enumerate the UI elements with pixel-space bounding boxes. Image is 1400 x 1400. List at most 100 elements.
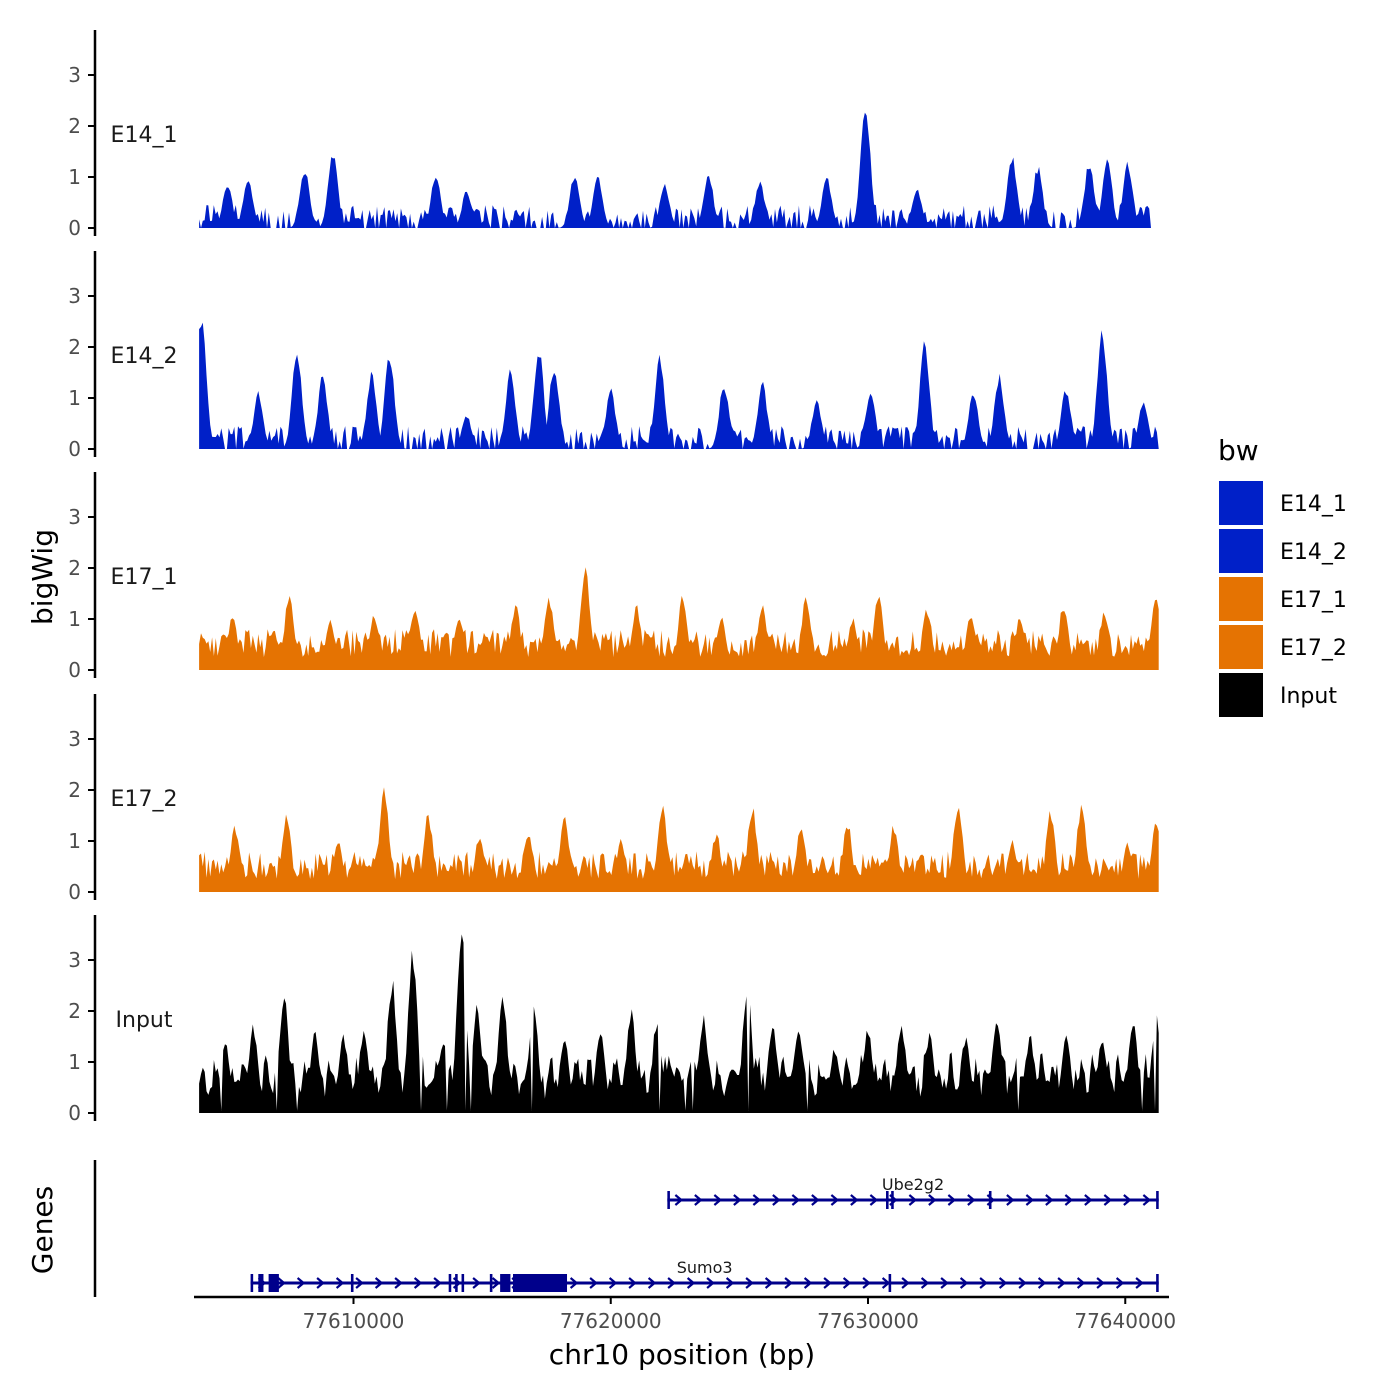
- track-e14-1: 0 1 2 3 E14_1: [68, 30, 1152, 240]
- legend-swatch-e14-2: [1219, 529, 1263, 573]
- strand-arrow: [725, 1277, 735, 1289]
- strand-arrow: [811, 1194, 820, 1206]
- legend-swatch-e14-1: [1219, 481, 1263, 525]
- strand-arrow: [1045, 1194, 1054, 1206]
- strand-arrow: [1096, 1277, 1105, 1289]
- x-axis-title: chr10 position (bp): [549, 1338, 815, 1371]
- track-e17-2: 0 1 2 3 E17_2: [68, 694, 1159, 904]
- signal-area-e17-1: [199, 567, 1159, 670]
- legend-label: E17_2: [1280, 636, 1347, 661]
- gene-exon: [268, 1274, 279, 1292]
- strand-arrow: [823, 1277, 832, 1289]
- strand-arrow: [713, 1194, 723, 1206]
- legend-label: Input: [1280, 684, 1337, 709]
- strand-arrow: [674, 1194, 684, 1206]
- gene-exon: [667, 1191, 670, 1209]
- signal-area-input: [199, 934, 1159, 1113]
- strand-arrow: [589, 1277, 598, 1289]
- y-tick-label: 0: [68, 658, 81, 682]
- strand-arrow: [355, 1277, 364, 1289]
- gene-exon: [988, 1191, 992, 1209]
- legend-title: bw: [1218, 434, 1259, 467]
- strand-arrow: [277, 1277, 286, 1289]
- x-axis: 77610000 77620000 77630000 77640000: [194, 1295, 1176, 1333]
- strand-arrow: [752, 1194, 762, 1206]
- strand-arrow: [694, 1194, 703, 1206]
- gene-exon: [1156, 1191, 1159, 1209]
- strand-arrow: [947, 1194, 957, 1206]
- legend-swatch-e17-1: [1219, 577, 1263, 621]
- gene-exon: [888, 1274, 892, 1292]
- strand-arrow: [850, 1194, 859, 1206]
- legend-label: E17_1: [1280, 588, 1347, 613]
- y-tick-label: 1: [68, 829, 81, 853]
- strand-arrow: [1006, 1194, 1015, 1206]
- y-tick-label: 3: [68, 948, 81, 972]
- signal-area-e14-1: [199, 112, 1152, 228]
- track-label: Input: [116, 1008, 173, 1033]
- strand-arrow: [667, 1277, 676, 1289]
- strand-arrow: [1037, 1277, 1047, 1289]
- gene-exon: [250, 1274, 254, 1292]
- gene-label: Sumo3: [677, 1258, 733, 1277]
- gene-exon: [891, 1191, 894, 1209]
- legend-label: E14_1: [1280, 492, 1347, 517]
- y-tick-label: 2: [68, 335, 81, 359]
- gene-exon: [886, 1191, 889, 1209]
- strand-arrow: [830, 1194, 840, 1206]
- gene-exon: [512, 1274, 568, 1292]
- strand-arrow: [967, 1194, 976, 1206]
- track-label: E14_1: [111, 123, 178, 148]
- y-tick-label: 0: [68, 1101, 81, 1125]
- y-tick-label: 3: [68, 63, 81, 87]
- signal-tracks: 0 1 2 3 E14_1 0 1 2 3 E14_2 0 1 2 3 E17_1 0 1 2 3 E17_2 0 1 2 3…: [68, 30, 1159, 1125]
- y-tick-label: 2: [68, 556, 81, 580]
- strand-arrow: [1057, 1277, 1066, 1289]
- strand-arrow: [901, 1277, 910, 1289]
- gene-exon: [258, 1274, 264, 1292]
- strand-arrow: [784, 1277, 793, 1289]
- strand-arrow: [1064, 1194, 1074, 1206]
- legend: bw E14_1 E14_2 E17_1 E17_2 Input: [1218, 434, 1347, 717]
- gene-exon: [448, 1274, 452, 1292]
- strand-arrow: [745, 1277, 754, 1289]
- strand-arrow: [1142, 1194, 1152, 1206]
- strand-arrow: [413, 1277, 423, 1289]
- x-tick-label: 77620000: [560, 1309, 662, 1333]
- strand-arrow: [1084, 1194, 1093, 1206]
- strand-arrow: [764, 1277, 774, 1289]
- y-tick-label: 2: [68, 999, 81, 1023]
- y-tick-label: 2: [68, 114, 81, 138]
- strand-arrow: [1103, 1194, 1113, 1206]
- y-tick-label: 3: [68, 505, 81, 529]
- y-tick-label: 2: [68, 778, 81, 802]
- track-label: E17_1: [111, 565, 178, 590]
- x-tick-label: 77610000: [303, 1309, 405, 1333]
- strand-arrow: [998, 1277, 1008, 1289]
- strand-arrow: [296, 1277, 306, 1289]
- genes-axis-title: Genes: [26, 1186, 59, 1274]
- gene-track: Ube2g2 Sumo3: [93, 1160, 1159, 1297]
- strand-arrow: [1076, 1277, 1086, 1289]
- y-tick-label: 1: [68, 386, 81, 410]
- strand-arrow: [842, 1277, 852, 1289]
- track-label: E14_2: [111, 344, 178, 369]
- strand-arrow: [979, 1277, 988, 1289]
- strand-arrow: [791, 1194, 801, 1206]
- x-tick-label: 77630000: [817, 1309, 919, 1333]
- strand-arrow: [1025, 1194, 1035, 1206]
- strand-arrow: [862, 1277, 871, 1289]
- gene-exon: [489, 1274, 493, 1292]
- track-e17-1: 0 1 2 3 E17_1: [68, 472, 1159, 682]
- strand-arrow: [335, 1277, 345, 1289]
- strand-arrow: [608, 1277, 618, 1289]
- strand-arrow: [733, 1194, 742, 1206]
- strand-arrow: [394, 1277, 403, 1289]
- track-input: 0 1 2 3 Input: [68, 915, 1159, 1125]
- strand-arrow: [472, 1277, 481, 1289]
- strand-arrow: [433, 1277, 442, 1289]
- strand-arrow: [316, 1277, 325, 1289]
- gene-sumo3: Sumo3: [250, 1258, 1159, 1292]
- legend-swatch-input: [1219, 673, 1263, 717]
- gene-exon: [500, 1274, 511, 1292]
